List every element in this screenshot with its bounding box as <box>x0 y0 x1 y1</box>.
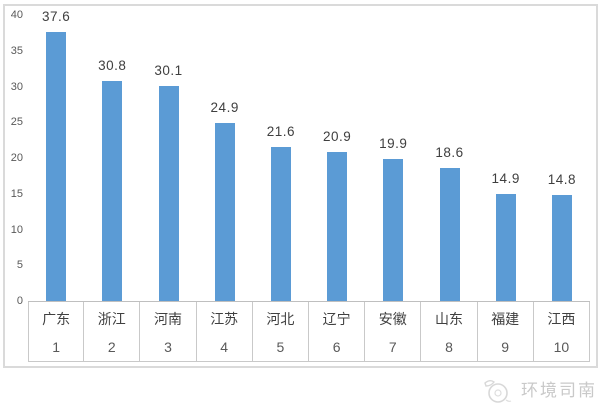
category-cell: 河北 5 <box>252 302 309 362</box>
watermark: 环境司南 <box>481 376 597 406</box>
y-axis-tick-label: 40 <box>10 9 23 21</box>
y-axis-tick-label: 10 <box>10 223 23 236</box>
chart-frame <box>3 4 598 368</box>
rank-label: 2 <box>107 339 116 355</box>
province-label: 广东 <box>42 311 71 327</box>
y-axis-tick-label: 0 <box>16 295 23 307</box>
y-axis-tick-label: 25 <box>10 116 23 129</box>
bar <box>495 194 516 301</box>
category-cell: 江西 10 <box>533 302 590 362</box>
bar-value-label: 18.6 <box>435 145 464 160</box>
rank-label: 9 <box>501 339 510 355</box>
bar <box>214 122 235 301</box>
bar-value-label: 30.1 <box>154 62 183 78</box>
rank-label: 4 <box>220 339 229 355</box>
province-label: 河南 <box>153 311 182 327</box>
bar-value-label: 14.8 <box>547 172 577 188</box>
rank-label: 5 <box>276 339 285 355</box>
rank-label: 3 <box>164 339 172 355</box>
bar-value-label: 37.6 <box>41 9 71 25</box>
category-cell: 浙江 2 <box>84 302 141 362</box>
bar <box>327 151 348 301</box>
rank-label: 1 <box>52 339 60 355</box>
rank-label: 8 <box>445 339 453 355</box>
bar-value-label: 30.8 <box>98 57 127 73</box>
bar-value-label: 20.9 <box>322 128 352 144</box>
bar-value-label: 24.9 <box>210 99 239 115</box>
rank-label: 6 <box>332 339 341 355</box>
category-cell: 山东 8 <box>421 302 478 362</box>
category-cell: 广东 1 <box>28 302 85 362</box>
province-label: 山东 <box>434 311 463 327</box>
province-label: 河北 <box>266 311 295 327</box>
bar-value-label: 19.9 <box>379 135 408 151</box>
province-label: 辽宁 <box>322 311 351 327</box>
bar <box>439 168 460 301</box>
bar <box>102 80 123 301</box>
category-cell: 福建 9 <box>477 302 534 362</box>
bar <box>270 146 291 301</box>
y-axis-tick-label: 35 <box>10 44 23 57</box>
province-label: 浙江 <box>97 311 126 327</box>
y-axis-tick-label: 20 <box>10 152 23 164</box>
bar <box>46 32 67 301</box>
watermark-text: 环境司南 <box>521 381 597 400</box>
bar <box>383 158 404 301</box>
province-label: 江西 <box>547 311 576 327</box>
province-label: 安徽 <box>378 311 407 327</box>
bar-value-label: 14.9 <box>491 171 520 187</box>
category-cell: 安徽 7 <box>365 302 422 362</box>
y-axis-tick-label: 30 <box>10 80 23 93</box>
compass-logo-icon <box>484 380 512 403</box>
rank-label: 10 <box>553 339 570 355</box>
bar-value-label: 21.6 <box>266 123 296 139</box>
y-axis-tick-label: 15 <box>10 187 23 200</box>
x-axis-line <box>28 301 590 302</box>
province-label: 江苏 <box>210 311 239 327</box>
bar <box>158 85 179 301</box>
category-cell: 辽宁 6 <box>309 302 366 362</box>
category-cell: 江苏 4 <box>196 302 253 362</box>
province-label: 福建 <box>491 311 520 327</box>
rank-label: 7 <box>388 339 397 355</box>
category-cell: 河南 3 <box>140 302 197 362</box>
y-axis-tick-label: 5 <box>16 259 23 272</box>
bar <box>551 195 572 301</box>
